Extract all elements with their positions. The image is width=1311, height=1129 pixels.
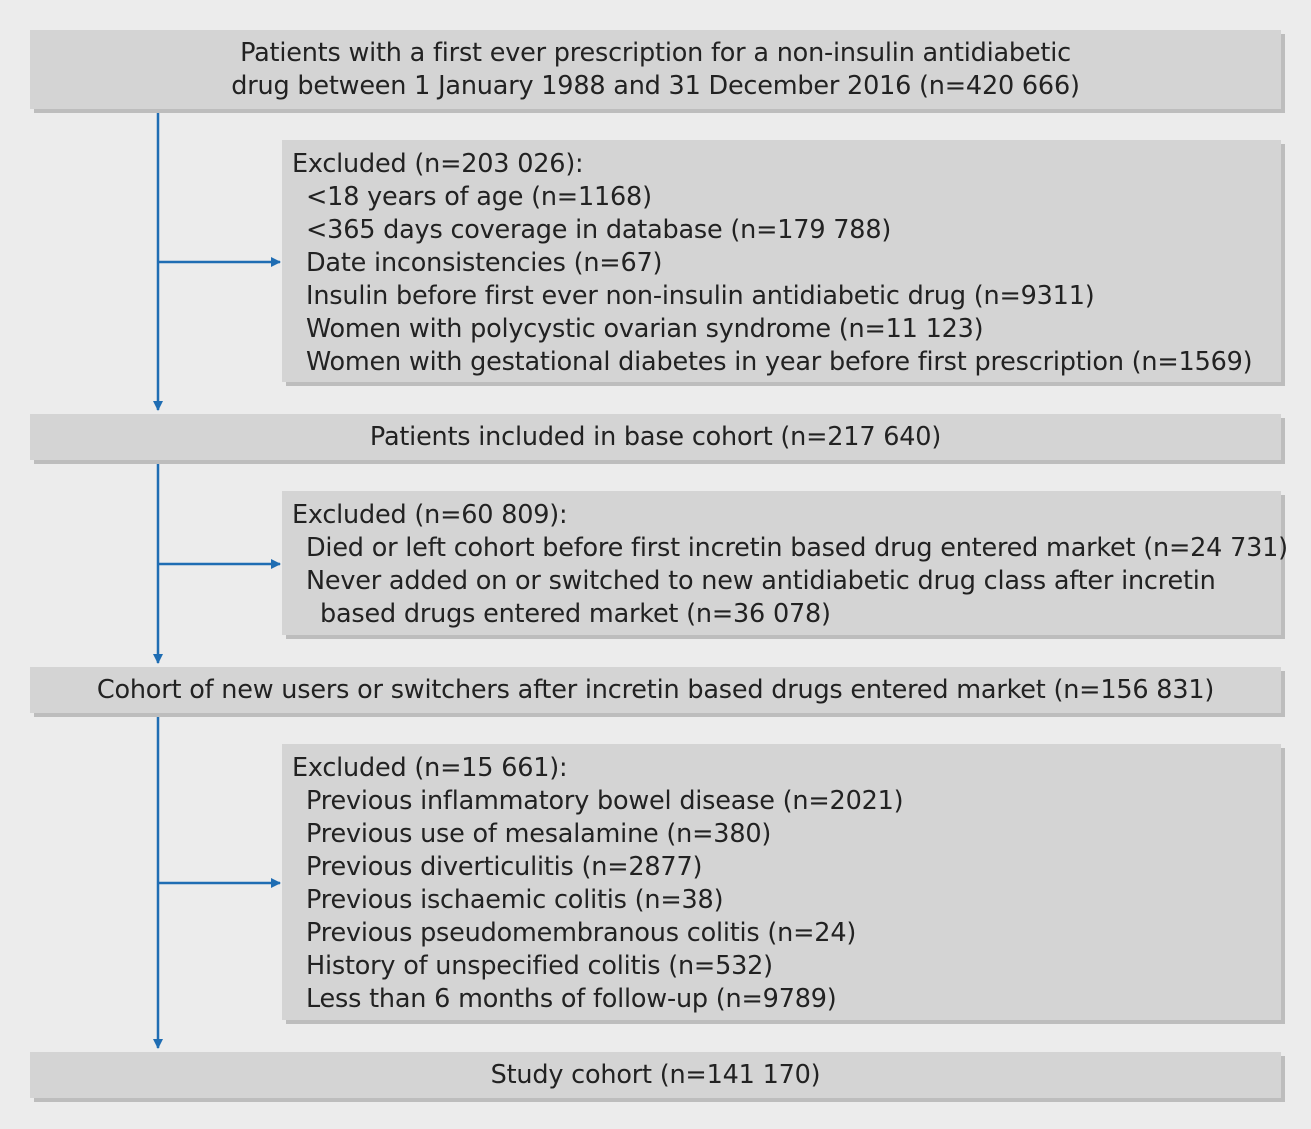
exclusion-3-item: Previous use of mesalamine (n=380)	[306, 819, 772, 849]
new-users-cohort-text: Cohort of new users or switchers after i…	[96, 674, 1215, 705]
exclusion-1-item: Women with polycystic ovarian syndrome (…	[306, 314, 984, 344]
exclusion-box-1: Excluded (n=203 026): <18 years of age (…	[282, 140, 1281, 382]
exclusion-3-item: Previous diverticulitis (n=2877)	[306, 852, 703, 882]
exclusion-3-item: Previous inflammatory bowel disease (n=2…	[306, 786, 904, 816]
exclusion-3-item: Previous ischaemic colitis (n=38)	[306, 885, 724, 915]
exclusion-3-item: Previous pseudomembranous colitis (n=24)	[306, 918, 857, 948]
exclusion-2-item: Died or left cohort before first increti…	[306, 533, 1288, 563]
new-users-cohort-box: Cohort of new users or switchers after i…	[30, 667, 1281, 713]
exclusion-2-item: Never added on or switched to new antidi…	[306, 566, 1216, 596]
exclusion-1-heading: Excluded (n=203 026):	[292, 149, 584, 179]
exclusion-2-item-continued: based drugs entered market (n=36 078)	[320, 599, 831, 629]
base-cohort-text: Patients included in base cohort (n=217 …	[369, 421, 942, 452]
exclusion-1-item: Date inconsistencies (n=67)	[306, 248, 663, 278]
exclusion-1-item: Insulin before first ever non-insulin an…	[306, 281, 1095, 311]
exclusion-3-item: Less than 6 months of follow-up (n=9789)	[306, 984, 837, 1014]
exclusion-box-3: Excluded (n=15 661): Previous inflammato…	[282, 744, 1281, 1020]
exclusion-1-item: <18 years of age (n=1168)	[306, 182, 652, 212]
exclusion-1-item: Women with gestational diabetes in year …	[306, 347, 1253, 377]
exclusion-3-item: History of unspecified colitis (n=532)	[306, 951, 773, 981]
start-population-line-1: Patients with a first ever prescription …	[240, 37, 1071, 68]
base-cohort-box: Patients included in base cohort (n=217 …	[30, 414, 1281, 460]
study-cohort-box: Study cohort (n=141 170)	[30, 1052, 1281, 1098]
exclusion-box-2: Excluded (n=60 809): Died or left cohort…	[282, 491, 1288, 635]
start-population-box: Patients with a first ever prescription …	[30, 30, 1281, 109]
exclusion-2-heading: Excluded (n=60 809):	[292, 500, 568, 530]
exclusion-1-item: <365 days coverage in database (n=179 78…	[306, 215, 892, 245]
start-population-line-2: drug between 1 January 1988 and 31 Decem…	[231, 70, 1080, 101]
study-cohort-text: Study cohort (n=141 170)	[490, 1059, 821, 1090]
exclusion-3-heading: Excluded (n=15 661):	[292, 753, 568, 783]
